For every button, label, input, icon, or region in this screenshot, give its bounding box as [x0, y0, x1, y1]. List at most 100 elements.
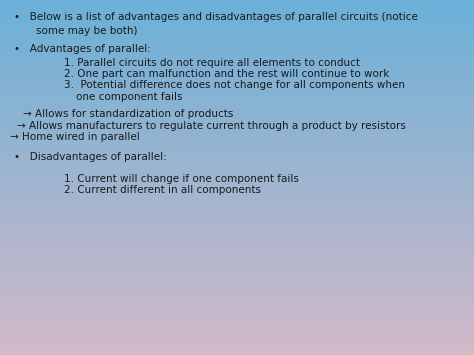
- Text: → Allows manufacturers to regulate current through a product by resistors: → Allows manufacturers to regulate curre…: [17, 121, 405, 131]
- Bar: [0, 51, 474, 52]
- Bar: [0, 296, 474, 297]
- Bar: [0, 20, 474, 21]
- Bar: [0, 121, 474, 122]
- Bar: [0, 60, 474, 61]
- Bar: [0, 100, 474, 101]
- Bar: [0, 0, 474, 1]
- Bar: [0, 131, 474, 132]
- Bar: [0, 12, 474, 13]
- Bar: [0, 294, 474, 295]
- Bar: [0, 180, 474, 181]
- Bar: [0, 312, 474, 313]
- Bar: [0, 293, 474, 294]
- Bar: [0, 55, 474, 56]
- Bar: [0, 308, 474, 309]
- Bar: [0, 177, 474, 178]
- Text: some may be both): some may be both): [36, 26, 137, 36]
- Bar: [0, 195, 474, 196]
- Bar: [0, 188, 474, 189]
- Bar: [0, 266, 474, 267]
- Bar: [0, 114, 474, 115]
- Bar: [0, 91, 474, 92]
- Bar: [0, 310, 474, 311]
- Bar: [0, 338, 474, 339]
- Bar: [0, 239, 474, 240]
- Bar: [0, 146, 474, 147]
- Bar: [0, 26, 474, 27]
- Bar: [0, 178, 474, 179]
- Text: → Allows for standardization of products: → Allows for standardization of products: [23, 109, 233, 119]
- Bar: [0, 97, 474, 98]
- Bar: [0, 124, 474, 125]
- Text: one component fails: one component fails: [76, 92, 182, 102]
- Bar: [0, 244, 474, 245]
- Bar: [0, 118, 474, 119]
- Bar: [0, 7, 474, 8]
- Bar: [0, 132, 474, 133]
- Bar: [0, 125, 474, 126]
- Bar: [0, 220, 474, 221]
- Bar: [0, 189, 474, 190]
- Bar: [0, 116, 474, 117]
- Bar: [0, 38, 474, 39]
- Bar: [0, 350, 474, 351]
- Bar: [0, 316, 474, 317]
- Bar: [0, 270, 474, 271]
- Bar: [0, 109, 474, 110]
- Bar: [0, 17, 474, 18]
- Bar: [0, 222, 474, 223]
- Bar: [0, 234, 474, 235]
- Bar: [0, 106, 474, 107]
- Bar: [0, 258, 474, 259]
- Bar: [0, 18, 474, 20]
- Bar: [0, 155, 474, 156]
- Bar: [0, 154, 474, 155]
- Bar: [0, 298, 474, 299]
- Bar: [0, 72, 474, 73]
- Bar: [0, 4, 474, 5]
- Bar: [0, 344, 474, 345]
- Bar: [0, 63, 474, 64]
- Bar: [0, 5, 474, 6]
- Bar: [0, 117, 474, 118]
- Bar: [0, 313, 474, 314]
- Bar: [0, 307, 474, 308]
- Bar: [0, 42, 474, 43]
- Bar: [0, 246, 474, 247]
- Bar: [0, 197, 474, 198]
- Bar: [0, 65, 474, 66]
- Bar: [0, 75, 474, 76]
- Bar: [0, 183, 474, 184]
- Bar: [0, 134, 474, 135]
- Bar: [0, 301, 474, 302]
- Bar: [0, 190, 474, 191]
- Bar: [0, 260, 474, 261]
- Bar: [0, 302, 474, 304]
- Bar: [0, 137, 474, 138]
- Bar: [0, 151, 474, 152]
- Text: •   Advantages of parallel:: • Advantages of parallel:: [14, 44, 151, 54]
- Bar: [0, 74, 474, 75]
- Text: •   Disadvantages of parallel:: • Disadvantages of parallel:: [14, 152, 167, 162]
- Bar: [0, 240, 474, 241]
- Bar: [0, 217, 474, 218]
- Bar: [0, 263, 474, 264]
- Bar: [0, 78, 474, 79]
- Bar: [0, 340, 474, 341]
- Bar: [0, 292, 474, 293]
- Bar: [0, 82, 474, 83]
- Bar: [0, 283, 474, 284]
- Bar: [0, 273, 474, 274]
- Bar: [0, 349, 474, 350]
- Bar: [0, 174, 474, 175]
- Bar: [0, 93, 474, 94]
- Bar: [0, 43, 474, 44]
- Bar: [0, 287, 474, 288]
- Bar: [0, 76, 474, 77]
- Bar: [0, 53, 474, 54]
- Bar: [0, 47, 474, 48]
- Bar: [0, 253, 474, 254]
- Bar: [0, 149, 474, 150]
- Bar: [0, 204, 474, 205]
- Bar: [0, 59, 474, 60]
